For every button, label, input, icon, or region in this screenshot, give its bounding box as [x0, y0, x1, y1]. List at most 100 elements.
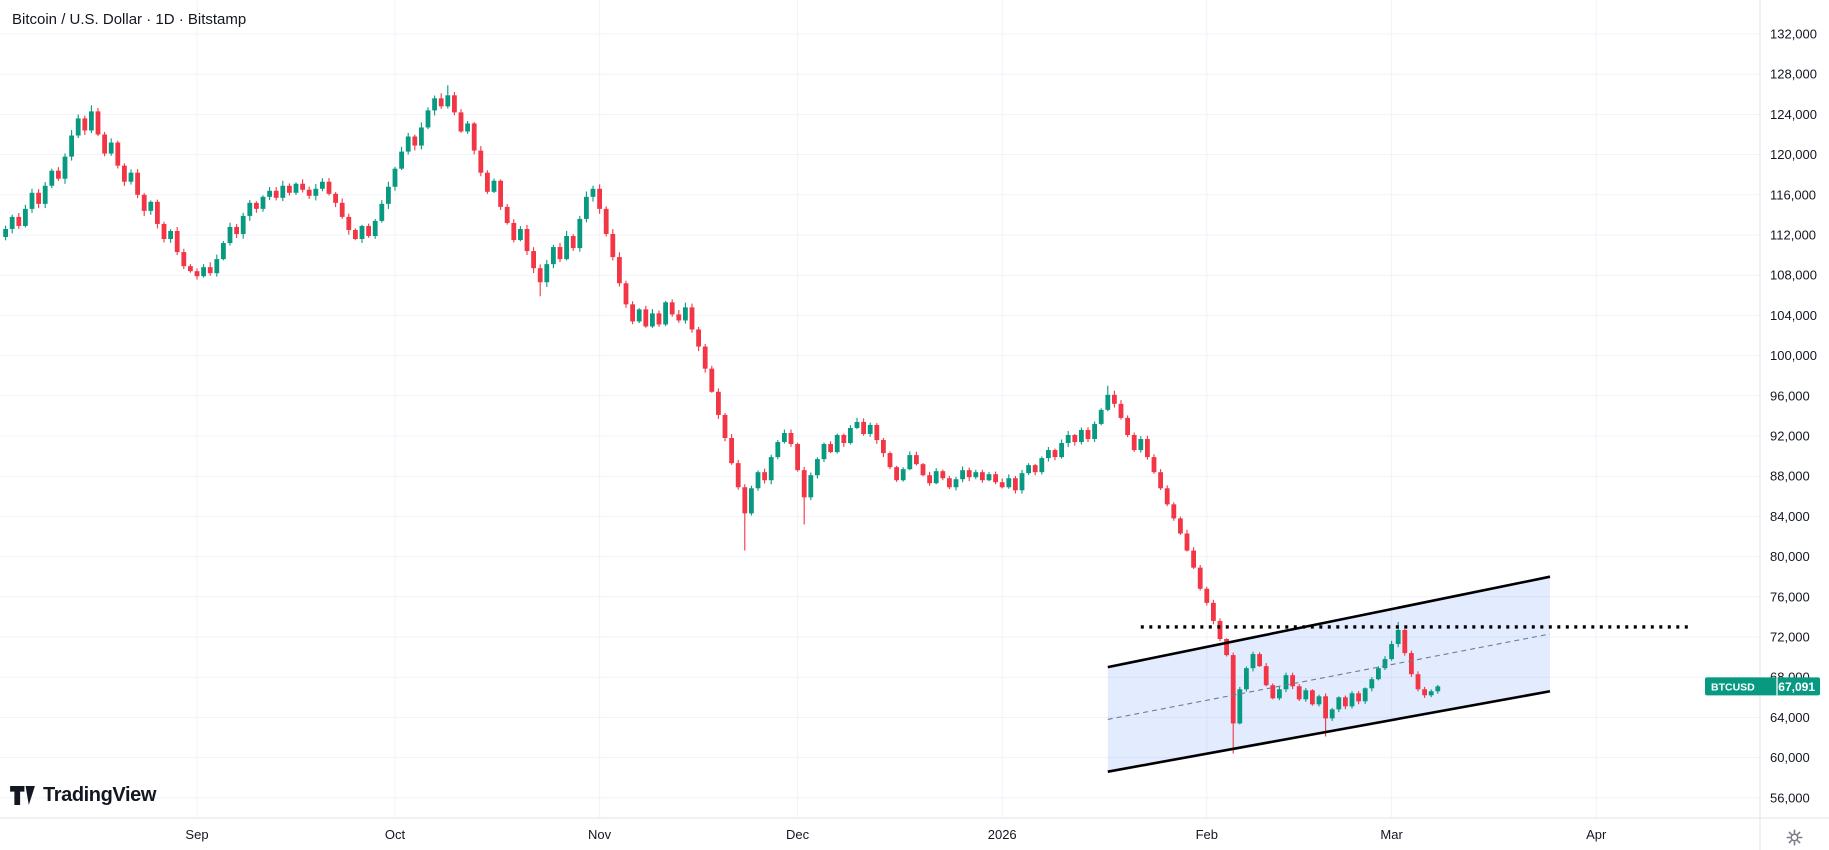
candle [663, 300, 668, 327]
candle [1250, 651, 1256, 672]
candle [1178, 516, 1183, 535]
candle [1362, 687, 1368, 704]
parallel-channel-fill[interactable] [1107, 576, 1550, 772]
candle [458, 109, 464, 133]
candle [709, 365, 715, 393]
grid-layer [0, 0, 1760, 818]
candle [920, 462, 926, 477]
candle [1006, 474, 1012, 489]
candle [1402, 628, 1408, 656]
price-tick-label: 84,000 [1770, 509, 1810, 524]
candle [1211, 599, 1216, 625]
candle [36, 189, 41, 209]
candle [768, 454, 774, 485]
candle [280, 180, 286, 202]
candle [1013, 475, 1018, 494]
candle [419, 122, 424, 150]
candle [359, 224, 365, 243]
candle [29, 188, 35, 213]
price-tick-label: 132,000 [1770, 27, 1817, 42]
channel-midline [1107, 633, 1551, 720]
price-tick-label: 92,000 [1770, 429, 1810, 444]
tradingview-logo[interactable]: TradingView [10, 784, 156, 807]
time-tick-label: Dec [786, 827, 810, 842]
candle [511, 219, 517, 243]
price-tick-label: 76,000 [1770, 589, 1810, 604]
candle [254, 201, 259, 213]
candle [1277, 686, 1282, 701]
candle [379, 200, 385, 223]
last-price-badge: BTCUSD 67,091 [1705, 677, 1820, 696]
candle [95, 108, 101, 137]
candle [1112, 390, 1117, 408]
time-tick-label: 2026 [988, 827, 1017, 842]
candle [999, 478, 1005, 489]
candle [630, 301, 635, 325]
time-tick-label: Apr [1586, 827, 1607, 842]
price-axis[interactable]: 132,000 128,000 124,000 120,000 116,000 112,0… [1770, 27, 1817, 806]
candle [1072, 433, 1078, 446]
candle [42, 182, 48, 209]
candle [412, 134, 418, 151]
candle [1079, 427, 1084, 445]
candle [174, 226, 180, 256]
candle [1244, 666, 1249, 692]
price-tick-label: 112,000 [1770, 228, 1816, 243]
candle [135, 169, 140, 199]
candle [49, 168, 55, 189]
candle [841, 433, 847, 447]
time-axis[interactable]: Sep Oct Nov Dec 2026 Feb Mar Apr [185, 827, 1607, 842]
candle [1263, 663, 1269, 687]
candle [89, 105, 94, 134]
candle [372, 218, 378, 239]
candle [1046, 447, 1051, 462]
candle [313, 184, 319, 201]
candle [650, 309, 655, 328]
candle [1026, 463, 1031, 476]
candle [986, 472, 992, 482]
candle [1184, 529, 1190, 552]
candle [62, 153, 68, 184]
candle [755, 470, 761, 491]
candle [23, 204, 28, 228]
candle [1118, 400, 1124, 420]
parallel-channel[interactable] [1107, 575, 1551, 773]
gear-icon[interactable] [1786, 829, 1803, 846]
symbol-title[interactable]: Bitcoin / U.S. Dollar · 1D · Bitstamp [12, 11, 247, 28]
candle [201, 264, 206, 278]
candle [1158, 469, 1163, 491]
candle [1336, 696, 1342, 713]
candle [1323, 693, 1328, 737]
candle [597, 184, 602, 214]
candle [782, 429, 787, 444]
price-tick-label: 64,000 [1770, 710, 1810, 725]
candle [326, 178, 332, 196]
candle [445, 85, 451, 109]
candle [293, 182, 299, 195]
candle [907, 451, 913, 471]
candle [227, 222, 233, 246]
candle [1224, 638, 1229, 657]
candle [267, 186, 272, 201]
price-tick-label: 120,000 [1770, 147, 1817, 162]
candle [854, 417, 860, 430]
candle [504, 203, 510, 225]
candle [1316, 694, 1322, 707]
candle [108, 138, 114, 156]
candle [669, 299, 675, 317]
candle [432, 95, 437, 116]
channel-bottom-line [1107, 689, 1551, 773]
candle [1032, 463, 1038, 476]
candle [729, 434, 734, 465]
candle [735, 459, 741, 490]
candle [749, 485, 754, 516]
candle [1349, 691, 1355, 709]
candle [1422, 686, 1427, 698]
candle [102, 131, 107, 157]
candle [485, 170, 490, 194]
candle [353, 228, 358, 241]
candle [702, 343, 708, 373]
candle [696, 326, 701, 352]
